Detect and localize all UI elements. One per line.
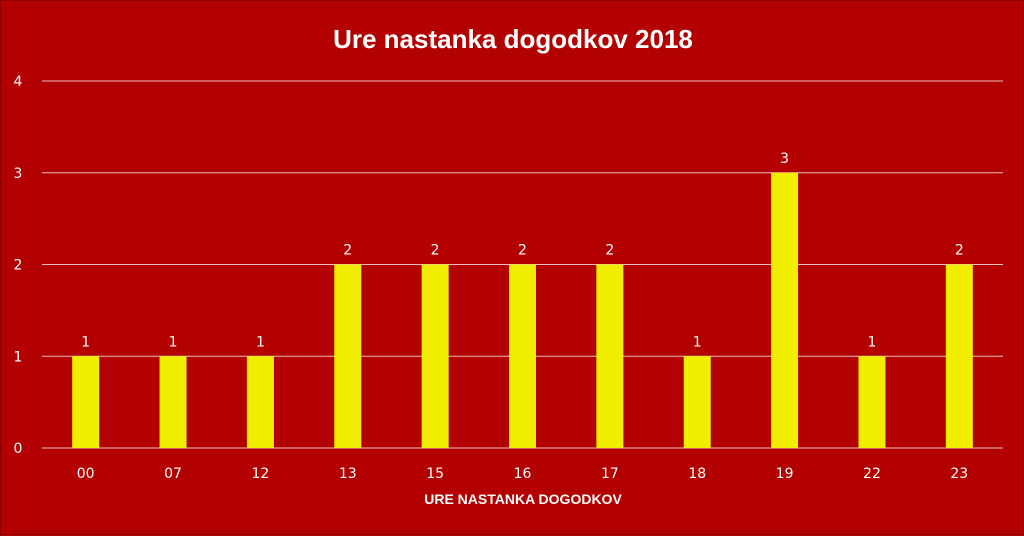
y-axis-ticks: 0 1 2 3 4 — [14, 74, 23, 457]
data-label: 1 — [693, 334, 702, 350]
y-tick-label: 4 — [14, 74, 23, 90]
data-label: 1 — [256, 334, 265, 350]
data-label: 2 — [605, 243, 614, 259]
data-labels: 1 1 1 2 2 2 2 1 3 1 2 — [81, 151, 964, 351]
y-tick-label: 3 — [14, 166, 23, 182]
x-tick-label: 17 — [601, 466, 619, 482]
bar-19 — [771, 172, 799, 448]
x-tick-label: 18 — [688, 466, 706, 482]
chart-title: Ure nastanka dogodkov 2018 — [333, 24, 693, 54]
data-label: 1 — [81, 334, 90, 350]
data-label: 1 — [867, 334, 876, 350]
x-tick-label: 23 — [950, 466, 968, 482]
x-tick-label: 07 — [164, 466, 182, 482]
y-tick-label: 2 — [14, 258, 23, 274]
bar-17 — [596, 264, 624, 448]
bar-18 — [683, 356, 711, 448]
x-tick-label: 15 — [426, 466, 444, 482]
x-tick-label: 19 — [776, 466, 794, 482]
data-label: 1 — [169, 334, 178, 350]
data-label: 2 — [518, 243, 527, 259]
y-tick-label: 0 — [14, 441, 23, 457]
bar-12 — [246, 356, 274, 448]
y-tick-label: 1 — [14, 349, 23, 365]
x-axis-ticks: 00 07 12 13 15 16 17 18 19 22 23 — [77, 466, 968, 482]
bar-23 — [945, 264, 973, 448]
x-tick-label: 12 — [251, 466, 269, 482]
x-tick-label: 22 — [863, 466, 881, 482]
bar-22 — [858, 356, 886, 448]
x-tick-label: 16 — [514, 466, 532, 482]
data-label: 2 — [955, 243, 964, 259]
bar-13 — [334, 264, 362, 448]
x-tick-label: 13 — [339, 466, 357, 482]
x-tick-label: 00 — [77, 466, 95, 482]
bars — [72, 172, 973, 448]
bar-00 — [72, 356, 100, 448]
data-label: 2 — [431, 243, 440, 259]
x-axis-title: URE NASTANKA DOGODKOV — [424, 491, 622, 507]
bar-16 — [509, 264, 536, 448]
data-label: 3 — [780, 151, 789, 167]
bar-15 — [421, 264, 449, 448]
bar-07 — [159, 356, 187, 448]
data-label: 2 — [343, 243, 352, 259]
